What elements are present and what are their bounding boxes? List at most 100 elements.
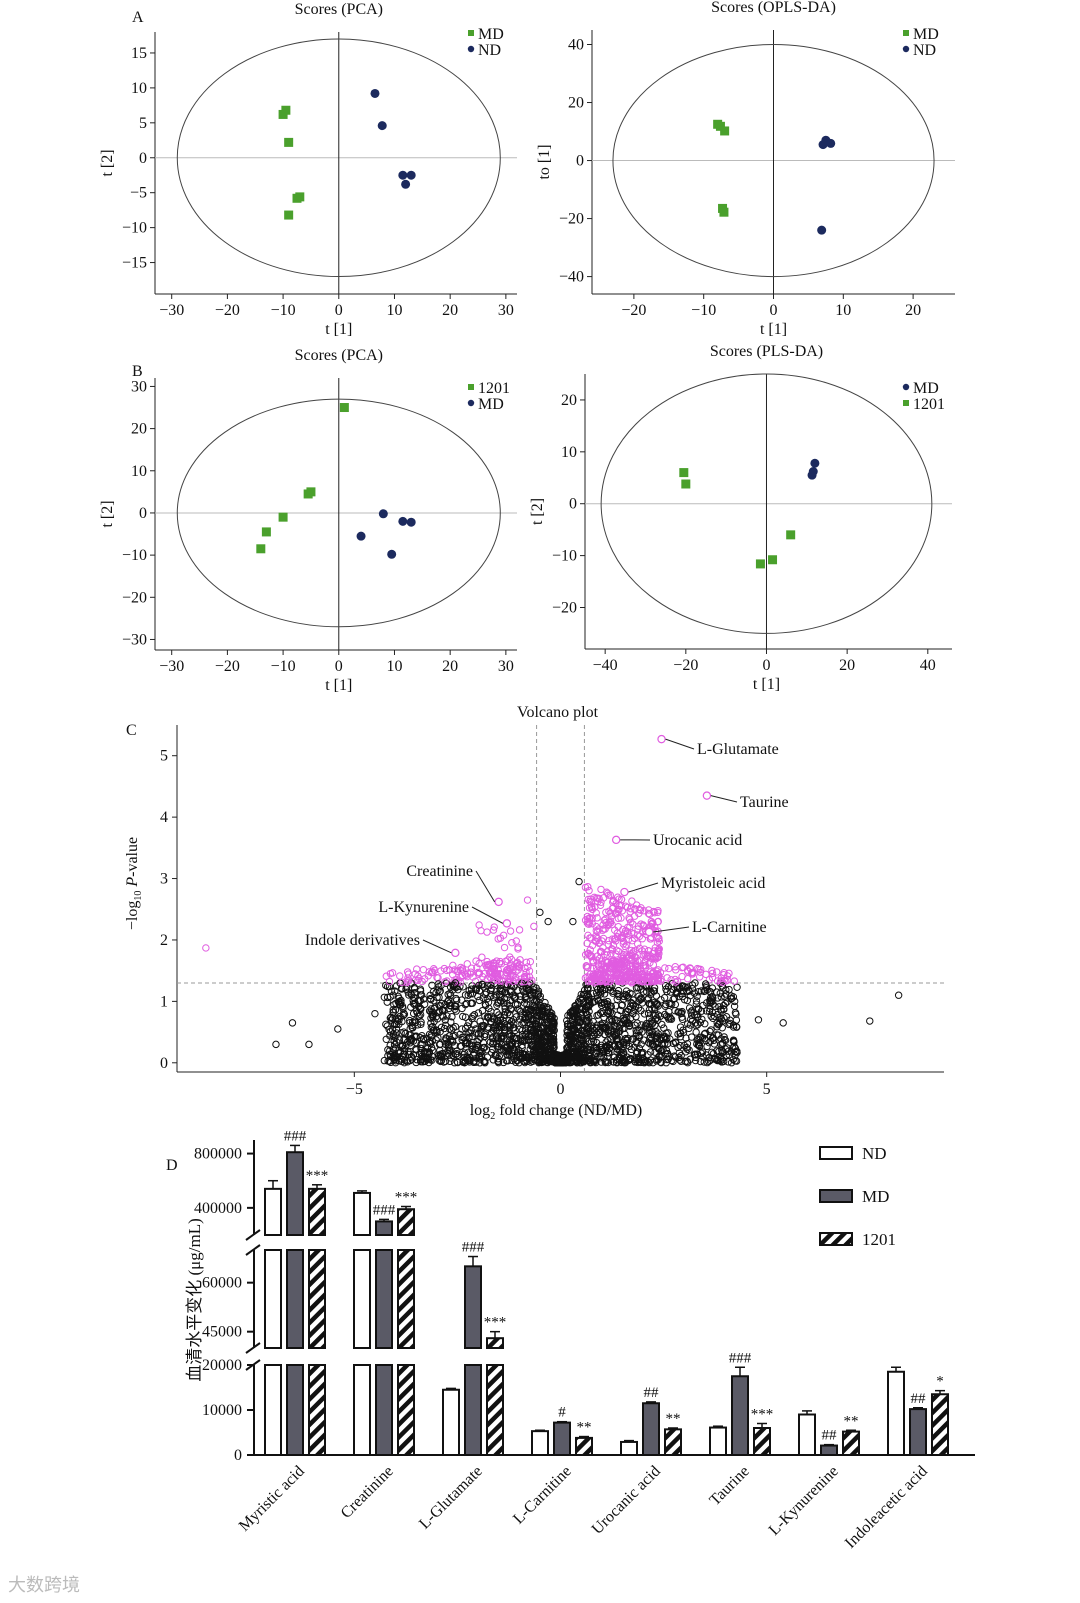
data-point — [569, 1007, 577, 1016]
data-point — [480, 1058, 489, 1066]
data-point — [484, 1013, 493, 1021]
significant-point — [626, 907, 634, 916]
data-point — [474, 1041, 482, 1050]
significant-point — [584, 895, 593, 904]
significant-point — [478, 973, 487, 981]
data-point-square — [303, 489, 313, 499]
legend-label: 1201 — [478, 380, 510, 397]
data-point — [414, 997, 422, 1005]
data-point — [548, 1012, 557, 1021]
y-tick-label: −10 — [122, 547, 147, 564]
data-point — [461, 1040, 470, 1048]
data-point — [678, 1007, 686, 1016]
data-point — [478, 1006, 487, 1015]
data-point — [682, 1034, 690, 1042]
data-point — [680, 982, 688, 990]
data-point — [691, 1056, 700, 1065]
significant-point — [617, 933, 625, 941]
significant-point — [655, 937, 663, 945]
data-point — [493, 1043, 502, 1051]
data-point — [676, 1041, 684, 1050]
data-point — [454, 967, 462, 975]
data-point-circle — [810, 458, 820, 468]
significant-point — [651, 944, 659, 952]
x-tick-label: −40 — [593, 657, 618, 674]
significant-point — [520, 972, 529, 981]
bar-1201 — [753, 1427, 771, 1456]
data-point — [596, 1052, 604, 1061]
data-point — [702, 1037, 710, 1045]
data-point — [707, 998, 716, 1006]
significant-point — [593, 914, 601, 922]
data-point — [570, 1048, 578, 1057]
significant-point — [514, 945, 522, 953]
data-point — [426, 994, 435, 1003]
data-point — [390, 1037, 398, 1045]
data-point — [731, 1051, 739, 1060]
data-point — [720, 1014, 728, 1022]
x-tick-label: 40 — [920, 657, 936, 674]
data-point — [446, 1057, 454, 1066]
data-point — [444, 1050, 452, 1058]
data-point — [492, 992, 500, 1000]
data-point — [461, 1013, 470, 1021]
data-point — [590, 1048, 598, 1056]
x-tick-label: −10 — [271, 302, 296, 319]
data-point — [674, 1030, 682, 1038]
significant-point — [655, 971, 663, 980]
data-point — [544, 1056, 552, 1064]
data-point — [565, 1031, 573, 1040]
data-point-circle — [356, 531, 366, 541]
data-point — [648, 1019, 657, 1028]
panel-label-a: A — [132, 9, 144, 26]
x-tick-label: 0 — [770, 302, 778, 319]
data-point — [441, 978, 449, 986]
data-point — [605, 1044, 614, 1053]
y-axis-label: to [1] — [536, 144, 553, 179]
data-point — [570, 1039, 578, 1048]
bar-nd — [264, 1187, 282, 1237]
significant-point — [584, 931, 592, 940]
data-point — [272, 1040, 280, 1049]
data-point — [419, 965, 428, 974]
data-point — [578, 1003, 586, 1011]
data-point — [385, 1057, 394, 1065]
data-point — [683, 983, 692, 991]
x-tick-label: 10 — [386, 302, 402, 319]
data-point — [420, 1053, 428, 1061]
bar-md — [909, 1408, 927, 1456]
significance-marker: ### — [462, 1240, 485, 1256]
data-point — [624, 1019, 632, 1027]
legend-label: MD — [913, 26, 939, 43]
significant-point — [589, 957, 597, 965]
data-point — [487, 981, 495, 989]
category-label: Urocanic acid — [589, 1463, 664, 1538]
data-point — [582, 1034, 590, 1043]
data-point — [396, 1048, 405, 1056]
data-point — [713, 1031, 721, 1039]
y-axis-label: t [2] — [99, 149, 116, 176]
data-point — [405, 1016, 414, 1025]
data-point — [546, 1008, 554, 1016]
data-point — [613, 989, 621, 998]
significant-point — [617, 977, 626, 985]
data-point — [622, 1036, 631, 1044]
data-point — [442, 979, 450, 987]
significance-marker: ** — [666, 1411, 681, 1427]
significant-point — [654, 970, 662, 979]
data-point — [713, 1019, 721, 1027]
bar-md — [375, 1364, 393, 1456]
confidence-ellipse — [176, 38, 501, 278]
significance-marker: * — [936, 1374, 944, 1390]
data-point — [476, 1017, 484, 1025]
significant-point — [612, 971, 621, 979]
data-point — [525, 986, 534, 994]
significant-point — [630, 934, 639, 942]
data-point — [446, 1001, 454, 1010]
data-point — [412, 1007, 421, 1015]
significant-point — [641, 950, 649, 958]
y-tick-label: −40 — [559, 269, 584, 286]
data-point — [383, 993, 392, 1002]
data-point — [463, 960, 471, 968]
data-point — [457, 996, 466, 1004]
